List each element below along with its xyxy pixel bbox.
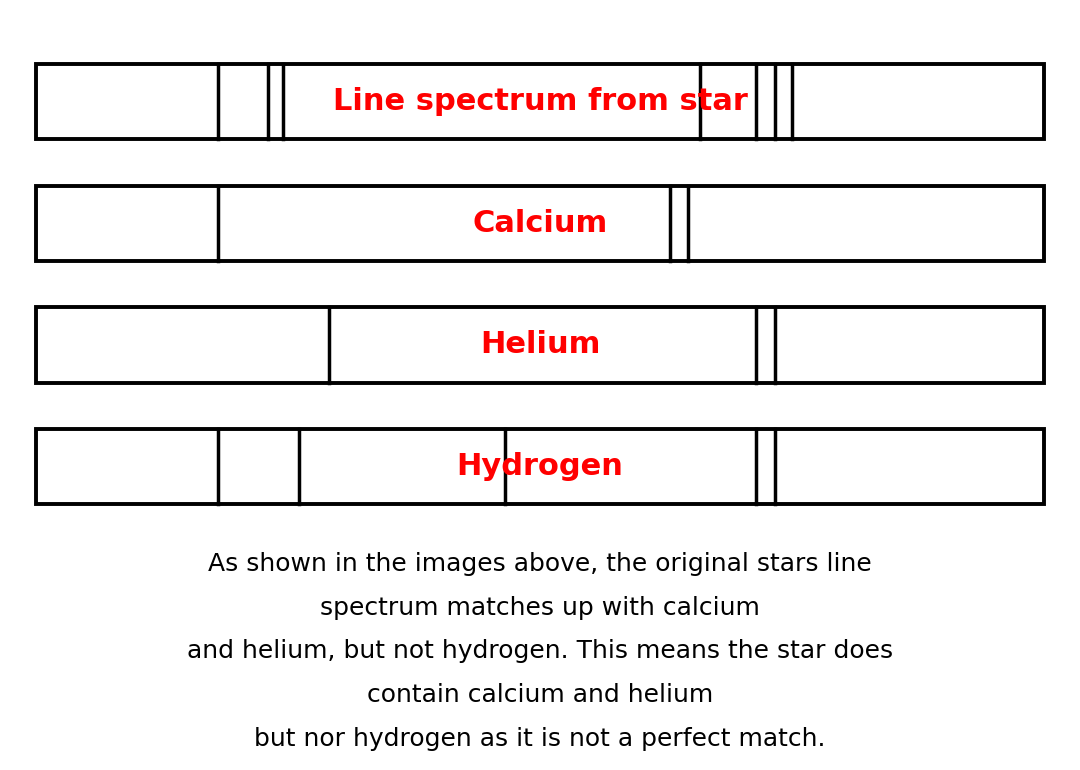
Text: but nor hydrogen as it is not a perfect match.: but nor hydrogen as it is not a perfect … [254, 727, 826, 752]
Bar [36, 186, 1044, 261]
Bar [36, 307, 1044, 383]
Text: contain calcium and helium: contain calcium and helium [367, 683, 713, 708]
Text: Line spectrum from star: Line spectrum from star [333, 87, 747, 116]
Text: As shown in the images above, the original stars line: As shown in the images above, the origin… [208, 551, 872, 576]
Text: and helium, but not hydrogen. This means the star does: and helium, but not hydrogen. This means… [187, 639, 893, 664]
Bar [36, 64, 1044, 139]
Text: Hydrogen: Hydrogen [457, 452, 623, 481]
Text: Helium: Helium [480, 330, 600, 360]
Text: Calcium: Calcium [472, 209, 608, 238]
Bar [36, 429, 1044, 504]
Text: spectrum matches up with calcium: spectrum matches up with calcium [320, 595, 760, 620]
